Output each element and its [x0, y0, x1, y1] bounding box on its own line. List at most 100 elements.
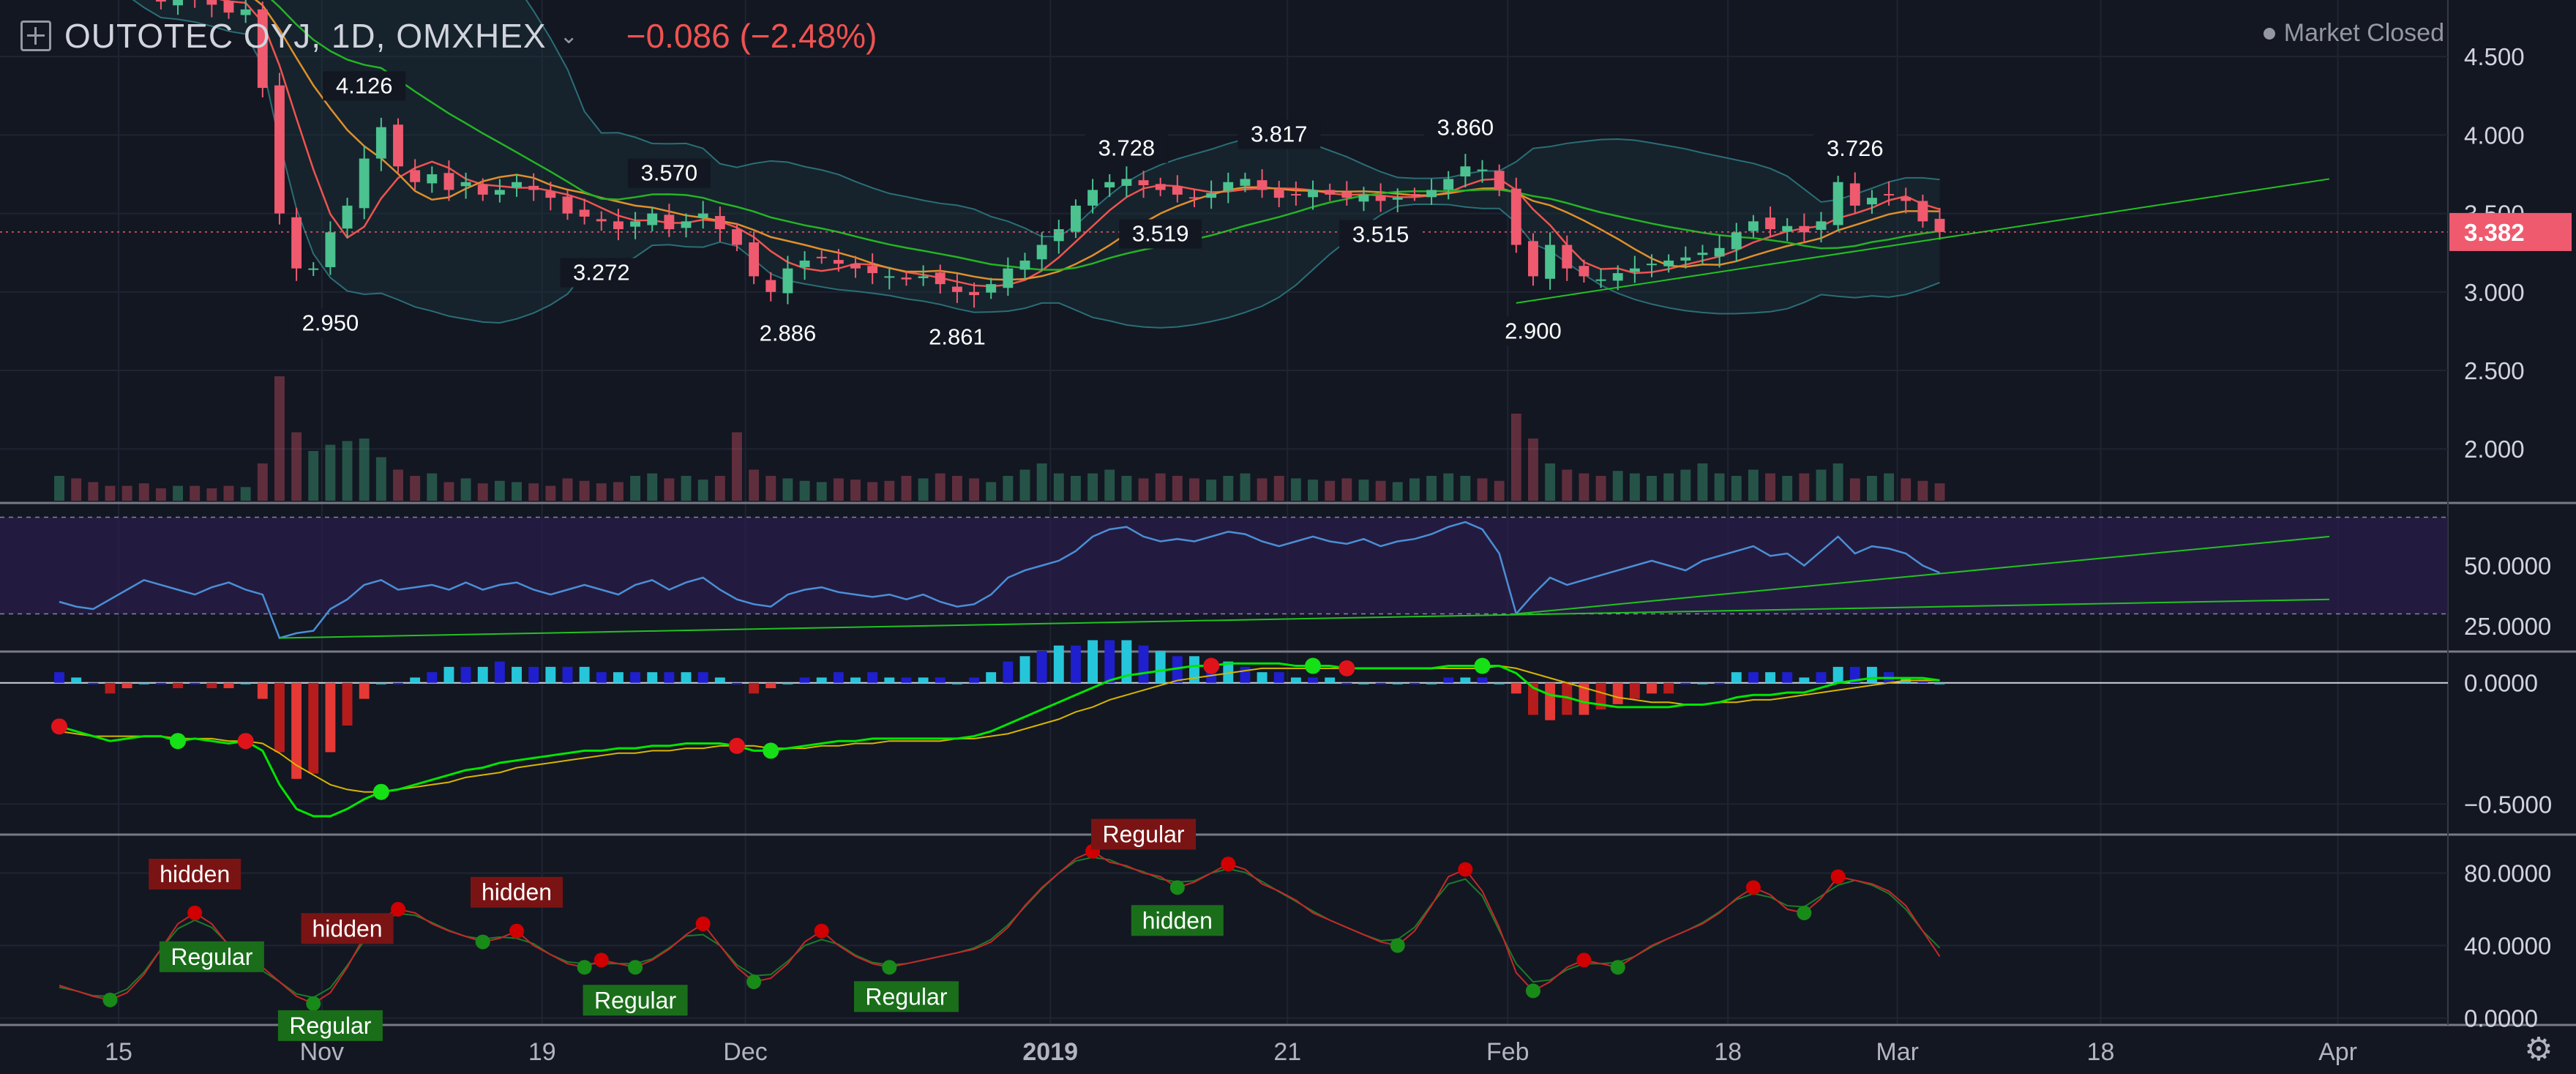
divergence-label-bg	[277, 1010, 383, 1041]
symbol-title[interactable]: OUTOTEC OYJ, 1D, OMXHEX	[64, 17, 547, 55]
candle-body	[562, 196, 573, 214]
range-label-bg	[560, 258, 643, 288]
time-tick-label: Dec	[723, 1038, 767, 1066]
osc-peak-dot	[1830, 869, 1846, 884]
osc-trough-dot	[1610, 960, 1625, 975]
candle-body	[1579, 266, 1590, 277]
macd-histogram-bar	[1629, 682, 1640, 699]
volume-bar	[1206, 480, 1217, 501]
time-tick-label: 15	[105, 1038, 132, 1066]
candle-body	[1392, 198, 1403, 200]
osc-peak-dot	[390, 902, 405, 917]
macd-histogram-bar	[1579, 682, 1590, 715]
range-label: 3.728	[1098, 135, 1156, 161]
osc-trough-dot	[882, 960, 897, 975]
macd-histogram-bar	[1121, 640, 1132, 683]
osc-peak-dot	[187, 905, 203, 920]
volume-bar	[986, 482, 997, 501]
volume-bar	[1426, 476, 1437, 501]
time-tick-label: 18	[1714, 1038, 1742, 1066]
macd-tick-label: 0.0000	[2464, 670, 2538, 697]
macd-histogram-bar	[308, 682, 319, 774]
volume-bar	[1392, 482, 1403, 501]
candle-body	[477, 184, 488, 195]
candle-body	[918, 276, 929, 278]
macd-histogram-bar	[1172, 656, 1183, 683]
macd-histogram-bar	[630, 672, 641, 683]
range-label-bg	[627, 158, 711, 188]
macd-cross-dot	[1474, 657, 1491, 674]
volume-bar	[1257, 478, 1268, 501]
volume-bar	[833, 478, 844, 501]
range-label-bg	[1085, 133, 1168, 163]
volume-bar	[1172, 476, 1183, 501]
macd-histogram-bar	[410, 677, 421, 683]
macd-histogram-bar	[545, 666, 556, 683]
divergence-label: Regular	[171, 944, 252, 970]
candle-body	[257, 9, 268, 89]
candle-body	[1917, 201, 1928, 222]
candle-body	[1257, 180, 1268, 190]
volume-bar	[579, 480, 590, 501]
price-tick-label: 4.000	[2464, 122, 2525, 149]
range-label-bg	[1238, 119, 1321, 149]
candle-body	[714, 216, 725, 230]
candle-body	[1528, 241, 1538, 277]
macd-histogram-bar	[596, 672, 607, 683]
candle-body	[1019, 260, 1030, 270]
volume-bar	[681, 476, 692, 501]
range-label-bg	[288, 308, 372, 338]
chart-header: OUTOTEC OYJ, 1D, OMXHEX ⌄ −0.086 (−2.48%…	[20, 10, 877, 61]
candle-body	[308, 268, 319, 270]
candle-body	[1426, 190, 1437, 198]
osc-peak-dot	[1221, 857, 1236, 872]
macd-histogram-bar	[562, 666, 573, 683]
volume-bar	[1832, 463, 1843, 501]
time-tick-label: Feb	[1486, 1038, 1530, 1066]
volume-bar	[1358, 480, 1369, 501]
rsi-trendline	[279, 598, 2329, 639]
price-tick-label: 2.500	[2464, 357, 2525, 384]
gear-icon[interactable]: ⚙	[2524, 1032, 2553, 1067]
macd-histogram-bar	[1663, 682, 1674, 694]
volume-bar	[1799, 473, 1810, 501]
volume-bar	[1409, 478, 1420, 501]
macd-histogram-bar	[1545, 682, 1556, 720]
volume-bar	[1443, 473, 1454, 501]
candle-body	[1358, 194, 1369, 202]
volume-bar	[1087, 473, 1098, 501]
volume-bar	[884, 480, 895, 501]
time-tick-label: 21	[1273, 1038, 1301, 1066]
volume-bar	[1528, 439, 1538, 501]
volume-bar	[1731, 476, 1742, 501]
rsi-tick-label: 25.0000	[2464, 613, 2551, 640]
osc-trough-dot	[102, 992, 118, 1007]
macd-histogram-bar	[732, 682, 742, 685]
range-label: 2.886	[760, 320, 817, 346]
candle-body	[1595, 279, 1606, 281]
time-tick-label: 19	[528, 1038, 556, 1066]
candle-body	[833, 260, 844, 264]
volume-bar	[732, 432, 742, 501]
macd-histogram-bar	[460, 666, 471, 683]
range-label-bg	[323, 71, 406, 101]
candle-body	[901, 277, 912, 280]
volume-bar	[901, 476, 912, 501]
candle-body	[460, 182, 471, 187]
macd-histogram-bar	[1189, 656, 1199, 683]
candle-body	[206, 0, 217, 5]
osc-peak-dot	[594, 952, 609, 968]
volume-bar	[1697, 463, 1708, 501]
osc-peak-dot	[509, 923, 525, 939]
candle-body	[1071, 205, 1081, 232]
time-tick-label: 2019	[1022, 1038, 1078, 1066]
candle-body	[410, 170, 421, 182]
candle-body	[291, 217, 302, 269]
macd-histogram-bar	[1849, 666, 1860, 683]
range-label: 3.515	[1352, 221, 1409, 247]
volume-bar	[1849, 478, 1860, 501]
macd-histogram-bar	[833, 672, 844, 683]
chevron-down-icon[interactable]: ⌄	[559, 23, 578, 48]
plus-square-icon[interactable]	[20, 20, 51, 51]
